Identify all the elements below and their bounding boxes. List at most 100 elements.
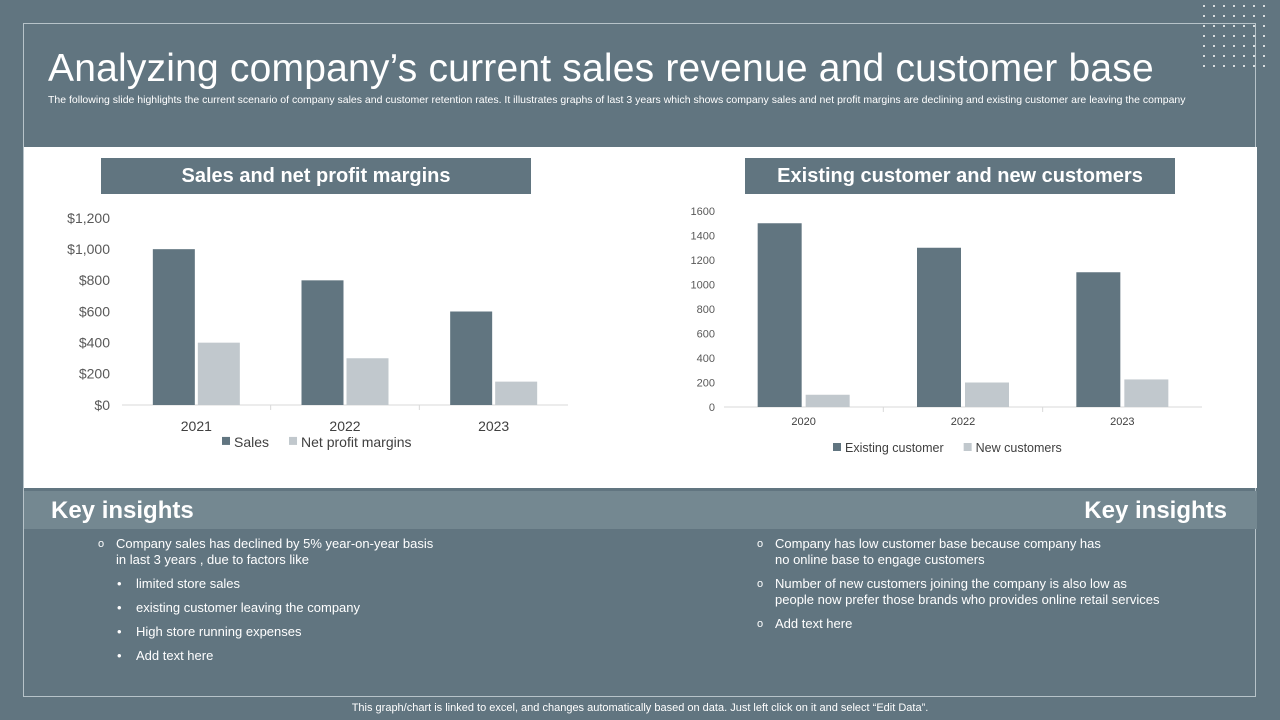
- y-tick-label: 1400: [691, 230, 715, 242]
- sales-chart-title: Sales and net profit margins: [101, 158, 531, 194]
- grid-dot: [1203, 5, 1205, 7]
- grid-dot: [1213, 65, 1215, 67]
- grid-dot: [1263, 45, 1265, 47]
- circle-bullet-icon: o: [757, 618, 764, 630]
- x-category-label: 2022: [329, 418, 360, 434]
- legend-label: Net profit margins: [301, 434, 411, 450]
- insight-line: people now prefer those brands who provi…: [775, 592, 1160, 607]
- x-category-label: 2020: [791, 416, 815, 428]
- right-insights-list: o Company has low customer base because …: [757, 536, 1195, 640]
- grid-dot: [1223, 35, 1225, 37]
- y-tick-label: $0: [94, 397, 110, 413]
- bar-primary: [301, 280, 344, 405]
- grid-dot: [1233, 45, 1235, 47]
- insights-band: [24, 491, 1257, 529]
- bar-primary: [450, 311, 493, 405]
- grid-dot: [1243, 5, 1245, 7]
- dot-bullet-icon: •: [117, 600, 122, 615]
- y-tick-label: 200: [697, 377, 715, 389]
- grid-dot: [1203, 45, 1205, 47]
- grid-dot: [1243, 15, 1245, 17]
- grid-dot: [1263, 65, 1265, 67]
- grid-dot: [1253, 55, 1255, 57]
- list-item[interactable]: • Add text here: [117, 648, 476, 664]
- customers-chart-title: Existing customer and new customers: [745, 158, 1175, 194]
- grid-dot: [1223, 15, 1225, 17]
- grid-dot: [1223, 25, 1225, 27]
- bar-secondary: [1124, 379, 1169, 407]
- add-text-placeholder[interactable]: Add text here: [775, 616, 853, 631]
- grid-dot: [1263, 15, 1265, 17]
- grid-dot: [1233, 35, 1235, 37]
- grid-dot: [1233, 5, 1235, 7]
- y-tick-label: 400: [697, 353, 715, 365]
- x-category-label: 2023: [1110, 416, 1134, 428]
- grid-dot: [1263, 35, 1265, 37]
- legend-swatch: [222, 436, 230, 445]
- grid-dot: [1223, 45, 1225, 47]
- list-item: • existing customer leaving the company: [117, 600, 476, 616]
- chart-area: [24, 147, 1257, 488]
- grid-dot: [1253, 5, 1255, 7]
- grid-dot: [1233, 25, 1235, 27]
- bar-secondary: [495, 381, 538, 405]
- legend-swatch: [833, 443, 841, 451]
- grid-dot: [1233, 55, 1235, 57]
- bar-secondary: [346, 358, 389, 405]
- y-tick-label: 600: [697, 328, 715, 340]
- grid-dot: [1263, 25, 1265, 27]
- grid-dot: [1243, 35, 1245, 37]
- grid-dot: [1223, 65, 1225, 67]
- grid-dot: [1223, 55, 1225, 57]
- grid-dot: [1253, 45, 1255, 47]
- list-item: o Company sales has declined by 5% year-…: [98, 536, 476, 568]
- insight-line: Company sales has declined by 5% year-on…: [116, 536, 434, 551]
- grid-dot: [1203, 55, 1205, 57]
- y-tick-label: $1,000: [67, 241, 110, 257]
- grid-dot: [1243, 45, 1245, 47]
- grid-dot: [1213, 25, 1215, 27]
- bar-secondary: [197, 342, 240, 405]
- grid-dot: [1233, 15, 1235, 17]
- bar-primary: [1076, 272, 1121, 407]
- list-item: • limited store sales: [117, 576, 476, 592]
- insight-sub-item: High store running expenses: [136, 624, 302, 639]
- grid-dot: [1213, 55, 1215, 57]
- legend-label: New customers: [976, 441, 1062, 455]
- add-text-placeholder[interactable]: Add text here: [136, 648, 214, 663]
- grid-dot: [1243, 55, 1245, 57]
- y-tick-label: 1000: [691, 279, 715, 291]
- legend-swatch: [289, 436, 298, 445]
- bar-primary: [757, 223, 802, 407]
- insight-sub-item: existing customer leaving the company: [136, 600, 361, 615]
- footer-note: This graph/chart is linked to excel, and…: [351, 702, 929, 714]
- x-category-label: 2023: [478, 418, 509, 434]
- dot-bullet-icon: •: [117, 648, 122, 663]
- circle-bullet-icon: o: [757, 538, 764, 550]
- circle-bullet-icon: o: [757, 578, 764, 590]
- y-tick-label: $200: [79, 366, 110, 382]
- list-item[interactable]: o Add text here: [757, 616, 1195, 632]
- insight-line: Company has low customer base because co…: [775, 536, 1101, 551]
- grid-dot: [1203, 65, 1205, 67]
- insight-sub-item: limited store sales: [136, 576, 241, 591]
- insight-line: no online base to engage customers: [775, 552, 985, 567]
- grid-dot: [1253, 65, 1255, 67]
- page-subtitle: The following slide highlights the curre…: [48, 94, 1186, 106]
- legend-label: Existing customer: [845, 441, 944, 455]
- bar-primary: [917, 247, 961, 407]
- x-category-label: 2021: [181, 418, 212, 434]
- grid-dot: [1213, 35, 1215, 37]
- list-item: • High store running expenses: [117, 624, 476, 640]
- decorative-dot-grid: [1203, 5, 1273, 75]
- grid-dot: [1253, 35, 1255, 37]
- bar-primary: [152, 249, 195, 405]
- grid-dot: [1213, 45, 1215, 47]
- page-title: Analyzing company’s current sales revenu…: [48, 47, 1154, 90]
- legend-swatch: [963, 443, 972, 451]
- grid-dot: [1203, 25, 1205, 27]
- bar-secondary: [805, 394, 850, 407]
- grid-dot: [1223, 5, 1225, 7]
- left-insights-heading: Key insights: [51, 497, 194, 524]
